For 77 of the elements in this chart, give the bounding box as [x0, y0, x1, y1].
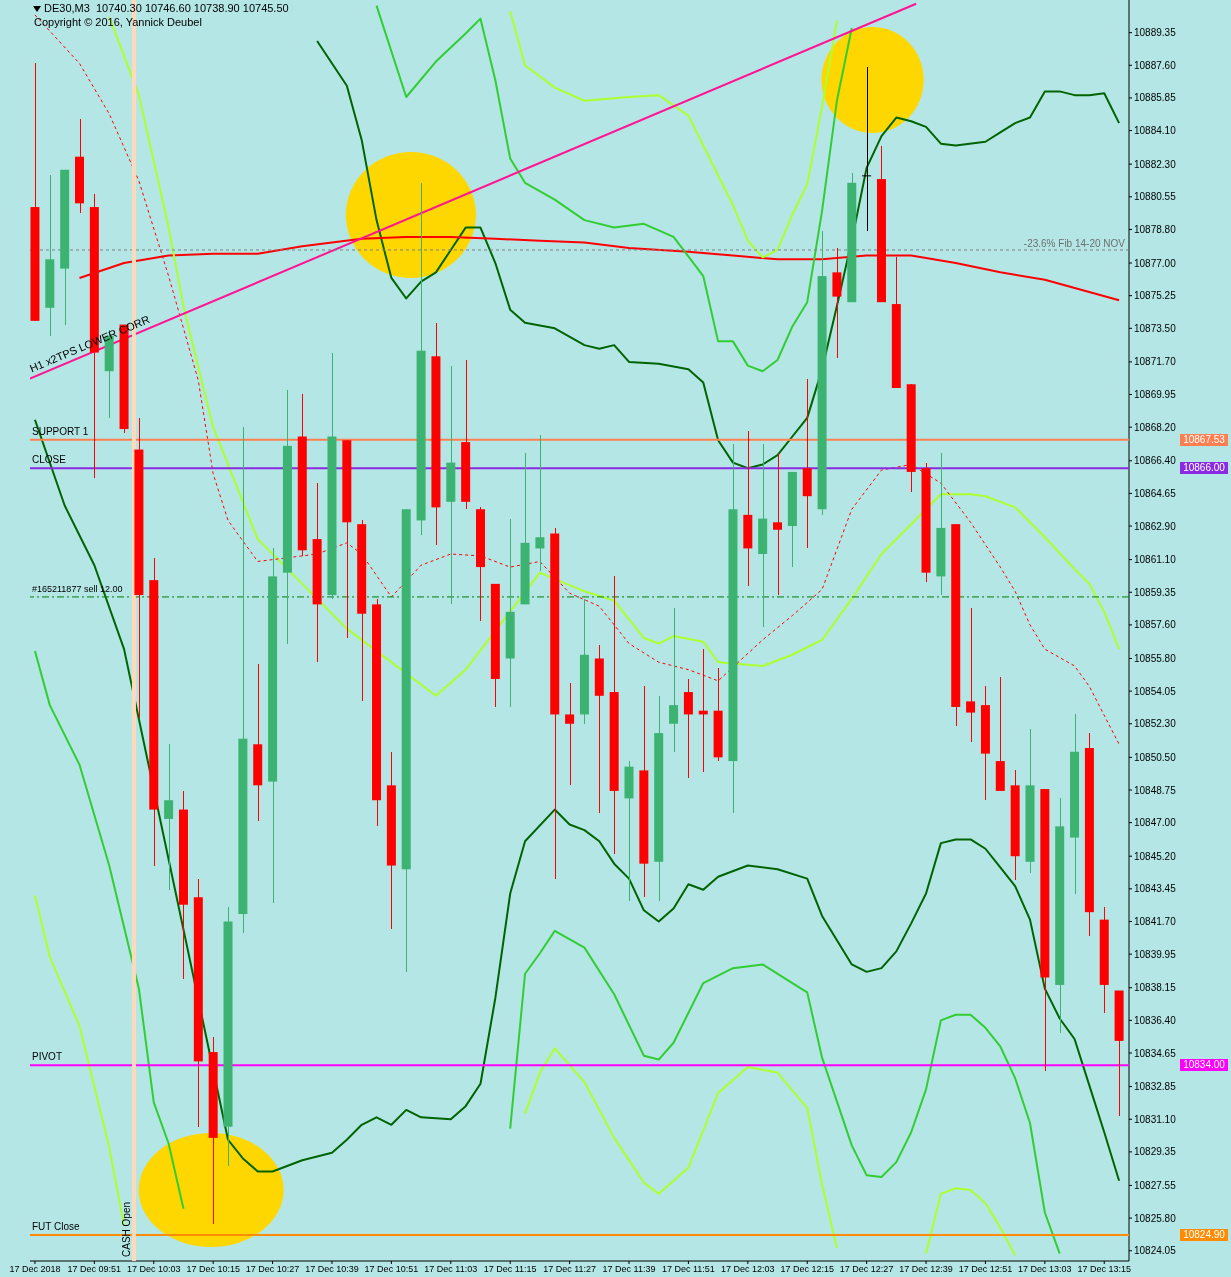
x-tick-label: 17 Dec 12:15	[780, 1264, 834, 1275]
line-series	[509, 10, 838, 259]
y-tick-label: 10882.30	[1134, 158, 1177, 170]
x-tick-label: 17 Dec 10:15	[186, 1264, 240, 1275]
candlestick	[565, 682, 575, 786]
x-tick-label: 17 Dec 11:51	[661, 1264, 715, 1275]
y-tick-label: 10855.80	[1134, 653, 1177, 665]
x-tick-label: 17 Dec 11:39	[602, 1264, 656, 1275]
y-tick-label: 10827.55	[1134, 1180, 1177, 1191]
y-tick-label: 10841.70	[1134, 916, 1177, 928]
x-tick-label: 17 Dec 12:51	[958, 1264, 1013, 1275]
y-tick-label: 10875.25	[1134, 290, 1177, 302]
text: 10824.90	[1180, 1228, 1228, 1241]
y-tick-label: 10861.10	[1134, 554, 1177, 566]
y-tick-label: 10832.85	[1134, 1081, 1177, 1093]
y-tick-label: 10889.35	[1134, 27, 1177, 39]
candlestick	[773, 452, 783, 596]
y-tick-label: 10824.05	[1134, 1245, 1177, 1257]
x-tick-label: 17 Dec 12:27	[839, 1264, 894, 1275]
text: 10834.00	[1180, 1059, 1228, 1072]
candlestick	[164, 743, 174, 891]
x-tick-label: 17 Dec 10:39	[305, 1264, 359, 1275]
ref-line-label: CASH Open	[120, 1201, 132, 1257]
y-tick-label: 10884.10	[1134, 125, 1177, 137]
candlestick	[862, 66, 872, 232]
y-tick-label: 10877.00	[1134, 257, 1177, 269]
y-tick-label: 10866.40	[1134, 455, 1177, 467]
x-tick-label: 17 Dec 10:51	[364, 1264, 419, 1275]
y-tick-label: 10880.55	[1134, 191, 1177, 203]
y-tick-label: 10887.60	[1134, 59, 1177, 71]
text: 10866.00	[1180, 462, 1228, 475]
ref-line-label: PIVOT	[32, 1051, 63, 1063]
candlestick	[966, 607, 976, 743]
x-tick-label: 17 Dec 11:27	[543, 1264, 597, 1275]
y-tick-label: 10847.00	[1134, 817, 1177, 829]
y-tick-label: 10825.80	[1134, 1212, 1177, 1224]
line-series	[375, 4, 853, 373]
y-tick-label: 10843.45	[1134, 883, 1177, 895]
y-tick-label: 10868.20	[1134, 421, 1177, 433]
y-tick-label: 10857.60	[1134, 619, 1177, 631]
y-tick-label: 10871.70	[1134, 356, 1177, 368]
y-tick-label: 10864.65	[1134, 487, 1177, 499]
y-tick-label: 10854.05	[1134, 685, 1177, 697]
y-tick-label: 10878.80	[1134, 223, 1177, 235]
x-tick-label: 17 Dec 10:03	[126, 1264, 181, 1275]
y-tick-label: 10852.30	[1134, 718, 1177, 730]
y-tick-label: 10885.85	[1134, 92, 1177, 104]
y-tick-label: 10873.50	[1134, 322, 1177, 334]
y-tick-label: 10829.35	[1134, 1146, 1177, 1158]
y-tick-label: 10869.95	[1134, 389, 1177, 401]
candlestick	[669, 607, 679, 753]
y-tick-label: 10831.10	[1134, 1113, 1177, 1125]
y-tick-label: 10834.65	[1134, 1047, 1177, 1059]
y-tick-label: 10838.15	[1134, 982, 1177, 994]
y-tick-label: 10862.90	[1134, 520, 1177, 532]
line-series	[33, 418, 1121, 1182]
x-tick-label: 17 Dec 13:03	[1018, 1264, 1072, 1275]
ref-line-label: -23.6% Fib 14-20 NOV	[1023, 237, 1126, 249]
y-tick-label: 10845.20	[1134, 850, 1177, 862]
y-tick-label: 10850.50	[1134, 751, 1177, 763]
candlestick	[683, 678, 693, 779]
x-tick-label: 17 Dec 12:03	[721, 1264, 775, 1275]
text: 10867.53	[1180, 433, 1228, 446]
ref-line-label: FUT Close	[32, 1220, 81, 1232]
candlestick	[535, 434, 545, 572]
x-tick-label: 17 Dec 11:03	[424, 1264, 478, 1275]
y-tick-label: 10848.75	[1134, 784, 1177, 796]
x-tick-label: 17 Dec 2018	[9, 1264, 61, 1275]
y-tick-label: 10839.95	[1134, 948, 1177, 960]
x-tick-label: 17 Dec 09:51	[67, 1264, 122, 1275]
chart-title: DE30,M3 10740.30 10746.60 10738.90 10745.50	[44, 2, 289, 14]
y-tick-label: 10859.35	[1134, 586, 1177, 598]
x-tick-label: 17 Dec 11:15	[483, 1264, 537, 1275]
x-tick-label: 17 Dec 13:15	[1077, 1264, 1132, 1275]
x-tick-label: 17 Dec 12:39	[899, 1264, 953, 1275]
y-tick-label: 10836.40	[1134, 1014, 1177, 1026]
x-tick-label: 17 Dec 10:27	[245, 1264, 300, 1275]
